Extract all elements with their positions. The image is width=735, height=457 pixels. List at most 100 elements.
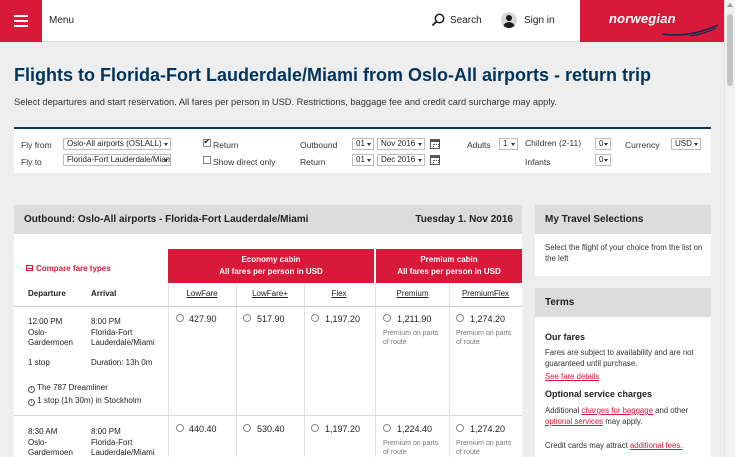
return-calendar-icon[interactable] [430, 155, 440, 165]
fare-radio-premium[interactable] [383, 314, 391, 322]
search-icon[interactable] [431, 13, 445, 27]
travel-selections-heading: My Travel Selections [535, 205, 711, 234]
fare-radio-premiumflex[interactable] [456, 314, 464, 322]
chevron-down-icon [367, 143, 371, 146]
fare-radio-lowfare[interactable] [176, 424, 184, 432]
fare-radio-flex[interactable] [311, 314, 319, 322]
departure-column-header: Departure [28, 289, 66, 298]
fare-col-premium[interactable]: Premium [396, 289, 429, 298]
search-form: Fly from Oslo-All airports (OSLALL) Fly … [14, 127, 711, 173]
scrollbar-thumb[interactable] [727, 14, 733, 86]
currency-label: Currency [625, 140, 660, 150]
norwegian-logo[interactable]: norwegian [580, 0, 724, 42]
fare-price: 440.40 [189, 424, 217, 434]
additional-fees-link[interactable]: additional fees. [629, 441, 683, 450]
outbound-day-select[interactable]: 01 [352, 138, 374, 150]
premium-route-note: Premium on parts of route [383, 440, 439, 456]
travel-selections-text: Select the flight of your choice from th… [545, 243, 703, 263]
outbound-route: Outbound: Oslo-All airports - Florida-Fo… [24, 214, 309, 225]
stopover-info[interactable]: i 1 stop (1h 30m) in Stockholm [28, 396, 141, 406]
fly-from-select[interactable]: Oslo-All airports (OSLALL) [63, 138, 171, 150]
scroll-up-icon[interactable] [727, 3, 733, 7]
adults-select[interactable]: 1 [499, 138, 518, 150]
chevron-down-icon [164, 143, 168, 146]
fare-radio-flex[interactable] [311, 424, 319, 432]
logo-swoosh-icon [661, 24, 719, 37]
page-subtitle: Select departures and start reservation.… [14, 97, 557, 107]
user-icon[interactable] [501, 12, 517, 28]
fare-radio-lowfare-plus[interactable] [243, 314, 251, 322]
terms-heading: Terms [535, 288, 711, 317]
direct-only-label[interactable]: Show direct only [213, 157, 276, 167]
fare-radio-premiumflex[interactable] [456, 424, 464, 432]
divider [168, 284, 169, 457]
chevron-down-icon [367, 159, 371, 162]
departure-airport: Oslo- [28, 438, 48, 447]
info-icon: i [28, 399, 35, 406]
arrival-airport: Florida-Fort [91, 328, 133, 337]
fare-price: 427.90 [189, 314, 217, 324]
menu-label[interactable]: Menu [49, 15, 75, 26]
fare-radio-premium[interactable] [383, 424, 391, 432]
direct-only-checkbox[interactable] [203, 156, 211, 164]
departure-airport: Gardermoen [28, 448, 73, 457]
divider [14, 415, 522, 416]
departure-airport: Gardermoen [28, 338, 73, 347]
outbound-label: Outbound [300, 140, 338, 150]
fly-to-label: Fly to [21, 157, 42, 167]
fare-price: 530.40 [257, 424, 285, 434]
adults-label: Adults [467, 140, 491, 150]
fare-details-link[interactable]: See fare details [545, 372, 600, 381]
baggage-charges-link[interactable]: charges for baggage [581, 406, 653, 415]
compare-fare-types-link[interactable]: Compare fare types [26, 264, 111, 274]
departure-time: 8:30 AM [28, 427, 58, 436]
fare-radio-lowfare-plus[interactable] [243, 424, 251, 432]
hamburger-icon [14, 15, 28, 17]
return-checkbox[interactable] [203, 137, 211, 147]
outbound-date: Tuesday 1. Nov 2016 [415, 214, 513, 225]
chevron-down-icon [164, 159, 168, 162]
fare-col-lowfare-plus[interactable]: LowFare+ [252, 289, 288, 298]
signin-link[interactable]: Sign in [524, 15, 555, 26]
optional-services-link[interactable]: optional services [545, 417, 604, 426]
fare-col-premiumflex[interactable]: PremiumFlex [461, 289, 510, 298]
table-grid-icon [26, 265, 33, 271]
site-header: Menu Search Sign in norwegian [0, 0, 735, 42]
stops: 1 stop [28, 358, 50, 367]
currency-select[interactable]: USD [671, 138, 701, 150]
page-scrollbar[interactable] [724, 0, 735, 457]
return-day-select[interactable]: 01 [352, 154, 374, 166]
page-title: Flights to Florida-Fort Lauderdale/Miami… [14, 65, 652, 85]
divider [304, 284, 305, 457]
economy-cabin-header: Economy cabin All fares per person in US… [168, 249, 374, 283]
outbound-calendar-icon[interactable] [430, 139, 440, 149]
outbound-heading: Outbound: Oslo-All airports - Florida-Fo… [14, 205, 522, 234]
fly-to-select[interactable]: Florida-Fort Lauderdale/Miami [63, 154, 171, 166]
duration: Duration: 13h 0m [91, 358, 153, 367]
info-icon: i [28, 386, 35, 393]
arrival-airport: Lauderdale/Miami [91, 448, 155, 457]
arrival-time: 8:00 PM [91, 427, 121, 436]
chevron-down-icon [418, 143, 422, 146]
search-link[interactable]: Search [450, 15, 482, 26]
premium-route-note: Premium on parts of route [456, 330, 512, 346]
outbound-month-select[interactable]: Nov 2016 [377, 138, 425, 150]
return-checkbox-label[interactable]: Return [213, 140, 239, 150]
divider [449, 284, 450, 457]
return-month-select[interactable]: Dec 2016 [377, 154, 425, 166]
fare-col-flex[interactable]: Flex [331, 289, 347, 298]
arrival-airport: Lauderdale/Miami [91, 338, 155, 347]
aircraft-info[interactable]: i The 787 Dreamliner [28, 383, 108, 393]
infants-select[interactable]: 0 [595, 154, 611, 166]
travel-selections-panel: Select the flight of your choice from th… [535, 234, 711, 276]
divider [14, 306, 522, 307]
fare-price: 1,274.20 [470, 314, 506, 324]
divider [236, 284, 237, 457]
premium-route-note: Premium on parts of route [456, 440, 512, 456]
children-select[interactable]: 0 [595, 138, 611, 150]
fare-col-lowfare[interactable]: LowFare [186, 289, 218, 298]
departure-time: 12:00 PM [28, 317, 63, 326]
menu-button[interactable] [0, 0, 42, 42]
fare-radio-lowfare[interactable] [176, 314, 184, 322]
divider [375, 284, 376, 457]
